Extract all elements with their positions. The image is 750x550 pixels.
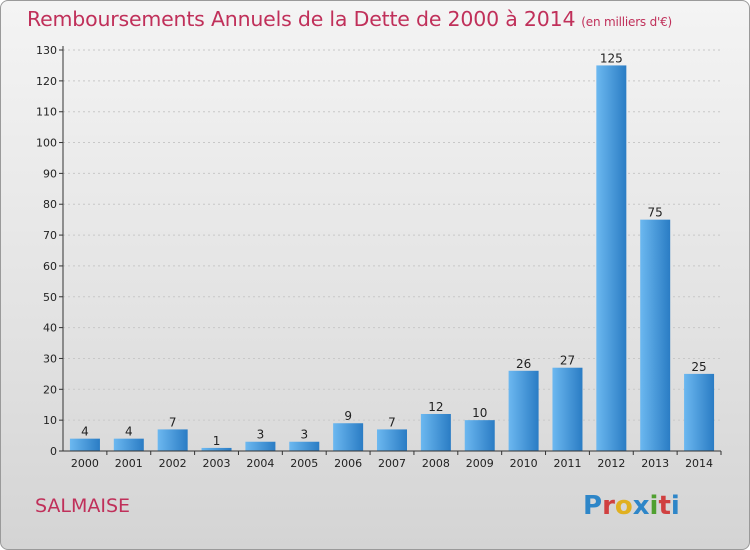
bar-2010 [508, 370, 539, 451]
x-tick-label: 2010 [510, 457, 538, 470]
value-label: 10 [472, 406, 487, 420]
value-labels: 4 4 7 1 3 3 9 7 12 10 26 27 125 75 25 [81, 51, 707, 447]
x-tick-label: 2008 [422, 457, 450, 470]
y-tick-label: 90 [43, 167, 57, 180]
logo-letter: P [583, 491, 603, 521]
y-tick-label: 100 [36, 137, 57, 150]
value-label: 3 [257, 428, 265, 442]
y-tick-label: 60 [43, 260, 57, 273]
logo-letter: r [602, 491, 615, 521]
value-label: 12 [428, 400, 443, 414]
bar-2007 [377, 429, 407, 451]
y-tick-label: 80 [43, 198, 57, 211]
bar-2001 [113, 438, 144, 451]
x-tick-label: 2011 [553, 457, 581, 470]
value-label: 9 [344, 409, 352, 423]
value-label: 3 [300, 428, 308, 442]
x-tick-label: 2000 [71, 457, 99, 470]
bar-2014 [684, 373, 715, 451]
chart-title-text: Remboursements Annuels de la Dette de 20… [27, 7, 576, 31]
logo-letter: t [658, 491, 671, 521]
y-tick-label: 10 [43, 414, 57, 427]
x-tick-label: 2013 [641, 457, 669, 470]
y-tick-label: 20 [43, 383, 57, 396]
x-tick-label: 2009 [466, 457, 494, 470]
bars [69, 65, 715, 451]
x-tick-label: 2006 [334, 457, 362, 470]
bar-2011 [552, 367, 583, 451]
place-name: SALMAISE [35, 495, 131, 517]
y-tick-label: 30 [43, 352, 57, 365]
x-tick-label: 2014 [685, 457, 713, 470]
y-tick-label: 110 [36, 106, 57, 119]
y-axis-ticks: 0 10 20 30 40 50 60 70 80 90 100 110 120 130 [36, 44, 63, 458]
bar-2006 [333, 423, 364, 451]
bar-2008 [420, 413, 451, 451]
logo-letter: i [649, 491, 659, 521]
x-tick-label: 2005 [290, 457, 318, 470]
logo-letter: x [632, 491, 650, 521]
bar-2009 [464, 420, 495, 451]
x-tick-label: 2001 [115, 457, 143, 470]
x-tick-label: 2012 [597, 457, 625, 470]
x-tick-label: 2004 [246, 457, 274, 470]
chart-title: Remboursements Annuels de la Dette de 20… [27, 7, 672, 31]
y-tick-label: 130 [36, 44, 57, 57]
bar-2004 [245, 441, 276, 451]
y-tick-label: 50 [43, 291, 57, 304]
value-label: 4 [81, 425, 89, 439]
axes [62, 46, 721, 452]
value-label: 27 [560, 354, 575, 368]
bar-2013 [640, 219, 671, 451]
value-label: 26 [516, 357, 531, 371]
x-tick-label: 2002 [159, 457, 187, 470]
x-tick-label: 2003 [203, 457, 231, 470]
logo-letter: o [614, 491, 633, 521]
x-axis-ticks: 2000 2001 2002 2003 2004 2005 2006 2007 2008 2009… [71, 451, 722, 470]
y-tick-label: 70 [43, 229, 57, 242]
value-label: 25 [691, 360, 706, 374]
proxiti-logo: Proxiti [583, 491, 680, 521]
y-tick-label: 120 [36, 75, 57, 88]
y-tick-label: 40 [43, 322, 57, 335]
bar-2002 [157, 429, 188, 451]
bar-2012 [596, 65, 627, 451]
value-label: 7 [169, 415, 177, 429]
bar-2003 [201, 447, 232, 451]
value-label: 1 [213, 434, 221, 448]
value-label: 7 [388, 415, 396, 429]
logo-letter: i [670, 491, 680, 521]
y-tick-label: 0 [50, 445, 57, 458]
value-label: 125 [600, 51, 623, 65]
bar-2005 [289, 441, 320, 451]
value-label: 75 [648, 206, 663, 220]
bar-2000 [69, 438, 100, 451]
value-label: 4 [125, 425, 133, 439]
chart-subtitle: (en milliers d'€) [581, 15, 673, 29]
x-tick-label: 2007 [378, 457, 406, 470]
